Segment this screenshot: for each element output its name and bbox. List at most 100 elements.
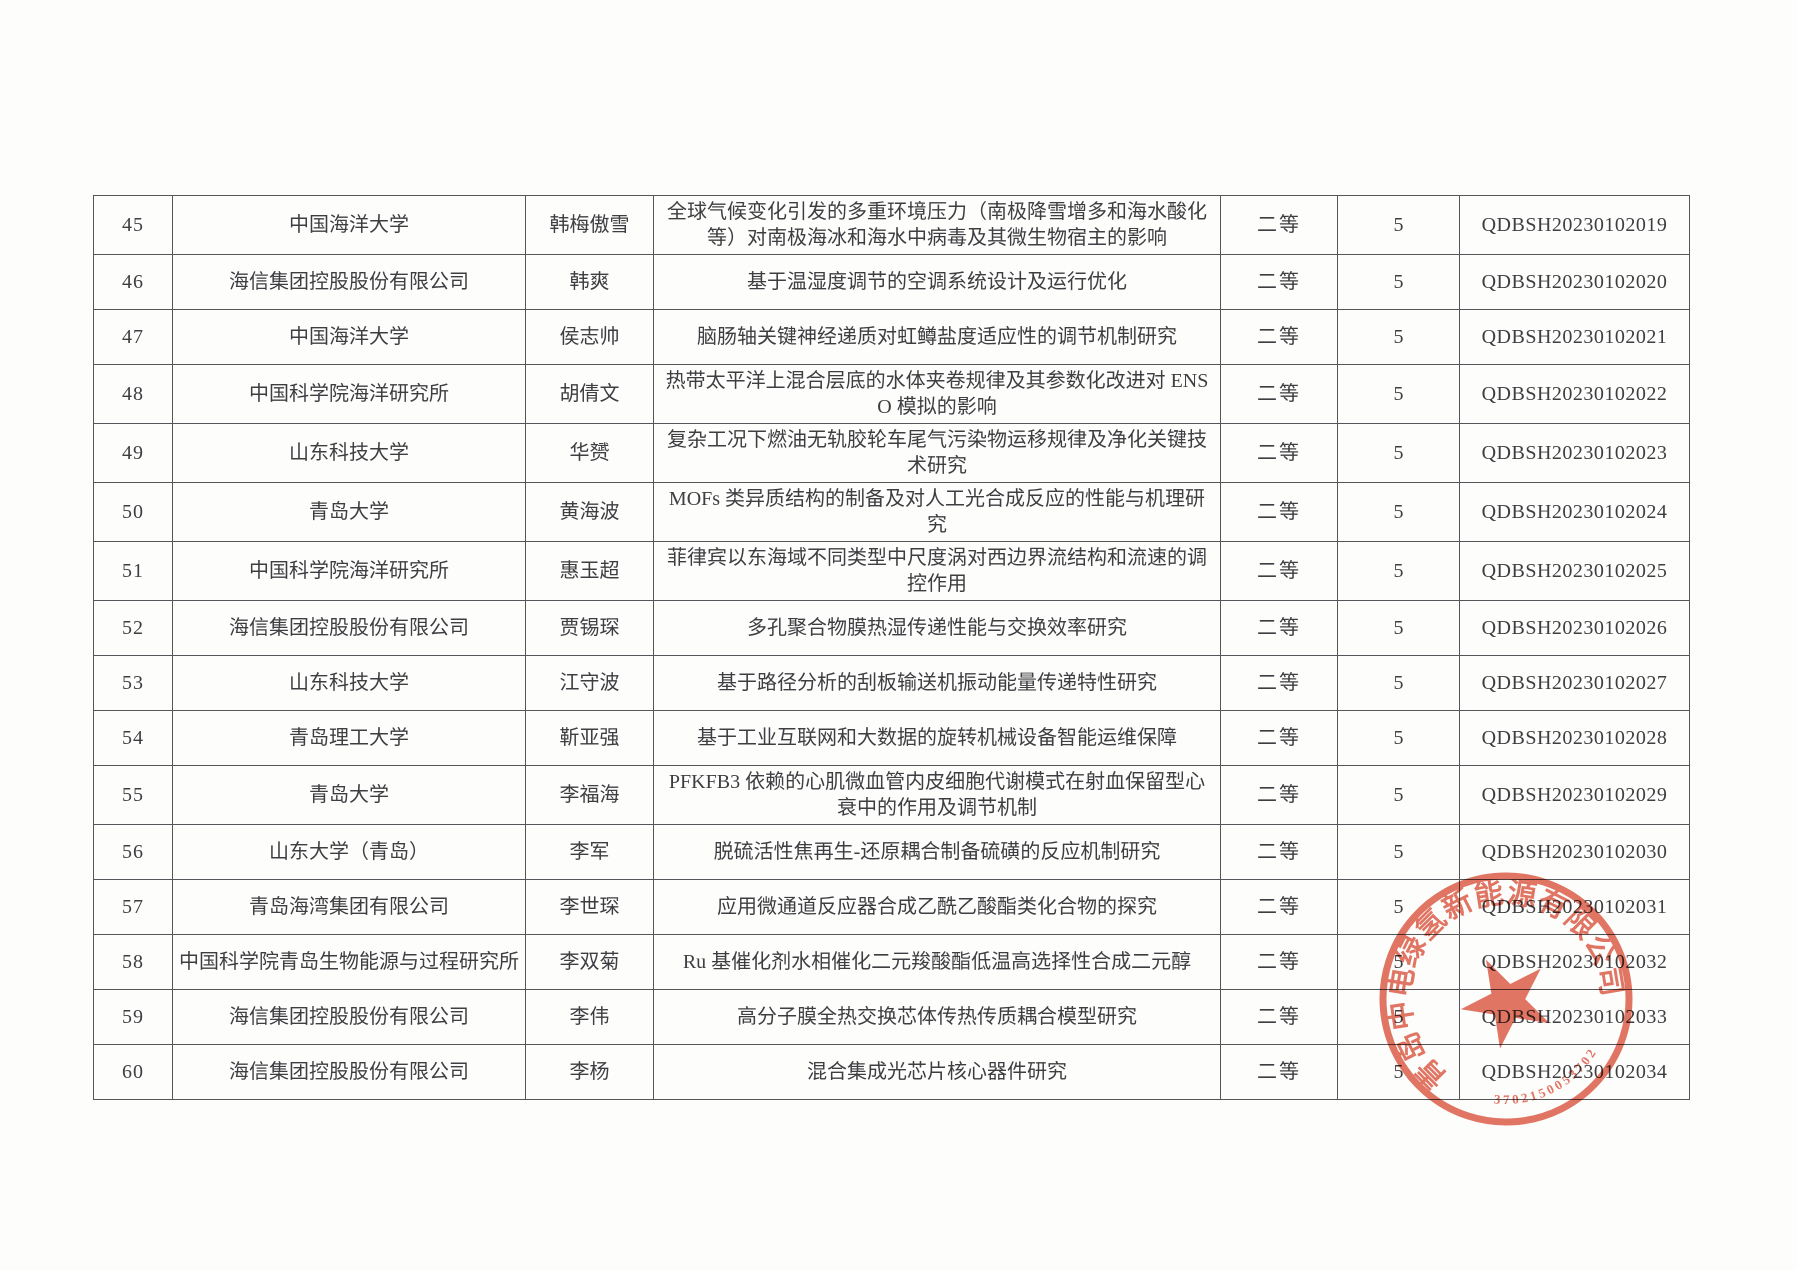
cell-count: 5 <box>1337 989 1460 1045</box>
cell-code: QDBSH20230102032 <box>1459 934 1690 990</box>
table-row: 56 山东大学（青岛） 李军 脱硫活性焦再生-还原耦合制备硫磺的反应机制研究 二等 5 QD… <box>93 824 1690 880</box>
cell-count: 5 <box>1337 824 1460 880</box>
cell-award: 二等 <box>1220 541 1338 601</box>
cell-code: QDBSH20230102020 <box>1459 254 1690 310</box>
cell-institution: 山东大学（青岛） <box>172 824 526 880</box>
cell-code: QDBSH20230102023 <box>1459 423 1690 483</box>
cell-award: 二等 <box>1220 710 1338 766</box>
table-row: 45 中国海洋大学 韩梅傲雪 全球气候变化引发的多重环境压力（南极降雪增多和海水酸化等… <box>93 195 1690 255</box>
cell-no: 59 <box>93 989 173 1045</box>
cell-award: 二等 <box>1220 989 1338 1045</box>
cell-no: 57 <box>93 879 173 935</box>
cell-title: 脱硫活性焦再生-还原耦合制备硫磺的反应机制研究 <box>653 824 1221 880</box>
cell-code: QDBSH20230102026 <box>1459 600 1690 656</box>
table-row: 50 青岛大学 黄海波 MOFs 类异质结构的制备及对人工光合成反应的性能与机理研究二… <box>93 482 1690 542</box>
table-row: 52 海信集团控股股份有限公司 贾锡琛 多孔聚合物膜热湿传递性能与交换效率研究 二等 5 Q… <box>93 600 1690 656</box>
cell-person: 李军 <box>525 824 654 880</box>
cell-count: 5 <box>1337 1044 1460 1100</box>
cell-title: Ru 基催化剂水相催化二元羧酸酯低温高选择性合成二元醇 <box>653 934 1221 990</box>
cell-code: QDBSH20230102028 <box>1459 710 1690 766</box>
cell-code: QDBSH20230102027 <box>1459 655 1690 711</box>
cell-award: 二等 <box>1220 364 1338 424</box>
cell-institution: 青岛理工大学 <box>172 710 526 766</box>
cell-award: 二等 <box>1220 254 1338 310</box>
cell-award: 二等 <box>1220 195 1338 255</box>
cell-institution: 中国海洋大学 <box>172 309 526 365</box>
cell-title: 热带太平洋上混合层底的水体夹卷规律及其参数化改进对 ENSO 模拟的影响 <box>653 364 1221 424</box>
cell-institution: 中国科学院海洋研究所 <box>172 541 526 601</box>
cell-person: 韩爽 <box>525 254 654 310</box>
cell-count: 5 <box>1337 765 1460 825</box>
cell-no: 52 <box>93 600 173 656</box>
cell-institution: 青岛海湾集团有限公司 <box>172 879 526 935</box>
cell-award: 二等 <box>1220 1044 1338 1100</box>
cell-institution: 山东科技大学 <box>172 423 526 483</box>
cell-institution: 中国科学院青岛生物能源与过程研究所 <box>172 934 526 990</box>
cell-count: 5 <box>1337 600 1460 656</box>
table-row: 58 中国科学院青岛生物能源与过程研究所 李双菊 Ru 基催化剂水相催化二元羧酸酯低温… <box>93 934 1690 990</box>
cell-person: 惠玉超 <box>525 541 654 601</box>
cell-no: 55 <box>93 765 173 825</box>
cell-title: 基于路径分析的刮板输送机振动能量传递特性研究 <box>653 655 1221 711</box>
cell-count: 5 <box>1337 482 1460 542</box>
cell-no: 54 <box>93 710 173 766</box>
cell-award: 二等 <box>1220 765 1338 825</box>
table-row: 53 山东科技大学 江守波 基于路径分析的刮板输送机振动能量传递特性研究 二等 5 QDBS… <box>93 655 1690 711</box>
cell-award: 二等 <box>1220 879 1338 935</box>
cell-code: QDBSH20230102024 <box>1459 482 1690 542</box>
cell-no: 46 <box>93 254 173 310</box>
cell-no: 53 <box>93 655 173 711</box>
cell-person: 胡倩文 <box>525 364 654 424</box>
cell-count: 5 <box>1337 655 1460 711</box>
table-row: 59 海信集团控股股份有限公司 李伟 高分子膜全热交换芯体传热传质耦合模型研究 二等 5 Q… <box>93 989 1690 1045</box>
cell-code: QDBSH20230102030 <box>1459 824 1690 880</box>
cell-title: PFKFB3 依赖的心肌微血管内皮细胞代谢模式在射血保留型心衰中的作用及调节机制 <box>653 765 1221 825</box>
cell-code: QDBSH20230102029 <box>1459 765 1690 825</box>
cell-award: 二等 <box>1220 423 1338 483</box>
cell-person: 李双菊 <box>525 934 654 990</box>
cell-title: 混合集成光芯片核心器件研究 <box>653 1044 1221 1100</box>
cell-person: 华赟 <box>525 423 654 483</box>
cell-code: QDBSH20230102022 <box>1459 364 1690 424</box>
cell-institution: 青岛大学 <box>172 482 526 542</box>
cell-person: 靳亚强 <box>525 710 654 766</box>
cell-institution: 中国海洋大学 <box>172 195 526 255</box>
cell-award: 二等 <box>1220 482 1338 542</box>
cell-title: 脑肠轴关键神经递质对虹鳟盐度适应性的调节机制研究 <box>653 309 1221 365</box>
table-row: 55 青岛大学 李福海 PFKFB3 依赖的心肌微血管内皮细胞代谢模式在射血保留型心衰… <box>93 765 1690 825</box>
cell-code: QDBSH20230102034 <box>1459 1044 1690 1100</box>
cell-code: QDBSH20230102025 <box>1459 541 1690 601</box>
cell-institution: 海信集团控股股份有限公司 <box>172 600 526 656</box>
cell-no: 45 <box>93 195 173 255</box>
cell-no: 50 <box>93 482 173 542</box>
cell-person: 韩梅傲雪 <box>525 195 654 255</box>
awards-table: 45 中国海洋大学 韩梅傲雪 全球气候变化引发的多重环境压力（南极降雪增多和海水酸化等… <box>93 195 1690 1100</box>
cell-person: 李福海 <box>525 765 654 825</box>
cell-title: MOFs 类异质结构的制备及对人工光合成反应的性能与机理研究 <box>653 482 1221 542</box>
cell-no: 60 <box>93 1044 173 1100</box>
cell-code: QDBSH20230102033 <box>1459 989 1690 1045</box>
cell-award: 二等 <box>1220 309 1338 365</box>
cell-person: 江守波 <box>525 655 654 711</box>
cell-award: 二等 <box>1220 934 1338 990</box>
cell-title: 菲律宾以东海域不同类型中尺度涡对西边界流结构和流速的调控作用 <box>653 541 1221 601</box>
cell-institution: 海信集团控股股份有限公司 <box>172 1044 526 1100</box>
table-row: 49 山东科技大学 华赟 复杂工况下燃油无轨胶轮车尾气污染物运移规律及净化关键技术研究… <box>93 423 1690 483</box>
cell-award: 二等 <box>1220 655 1338 711</box>
cell-count: 5 <box>1337 254 1460 310</box>
cell-title: 高分子膜全热交换芯体传热传质耦合模型研究 <box>653 989 1221 1045</box>
cell-no: 51 <box>93 541 173 601</box>
cell-code: QDBSH20230102031 <box>1459 879 1690 935</box>
cell-institution: 海信集团控股股份有限公司 <box>172 254 526 310</box>
table-row: 47 中国海洋大学 侯志帅 脑肠轴关键神经递质对虹鳟盐度适应性的调节机制研究 二等 5 QD… <box>93 309 1690 365</box>
cell-title: 多孔聚合物膜热湿传递性能与交换效率研究 <box>653 600 1221 656</box>
table-row: 51 中国科学院海洋研究所 惠玉超 菲律宾以东海域不同类型中尺度涡对西边界流结构和流速… <box>93 541 1690 601</box>
cell-institution: 中国科学院海洋研究所 <box>172 364 526 424</box>
cell-no: 47 <box>93 309 173 365</box>
cell-award: 二等 <box>1220 600 1338 656</box>
cell-person: 李伟 <box>525 989 654 1045</box>
cell-count: 5 <box>1337 309 1460 365</box>
table-row: 48 中国科学院海洋研究所 胡倩文 热带太平洋上混合层底的水体夹卷规律及其参数化改进对… <box>93 364 1690 424</box>
cell-count: 5 <box>1337 364 1460 424</box>
